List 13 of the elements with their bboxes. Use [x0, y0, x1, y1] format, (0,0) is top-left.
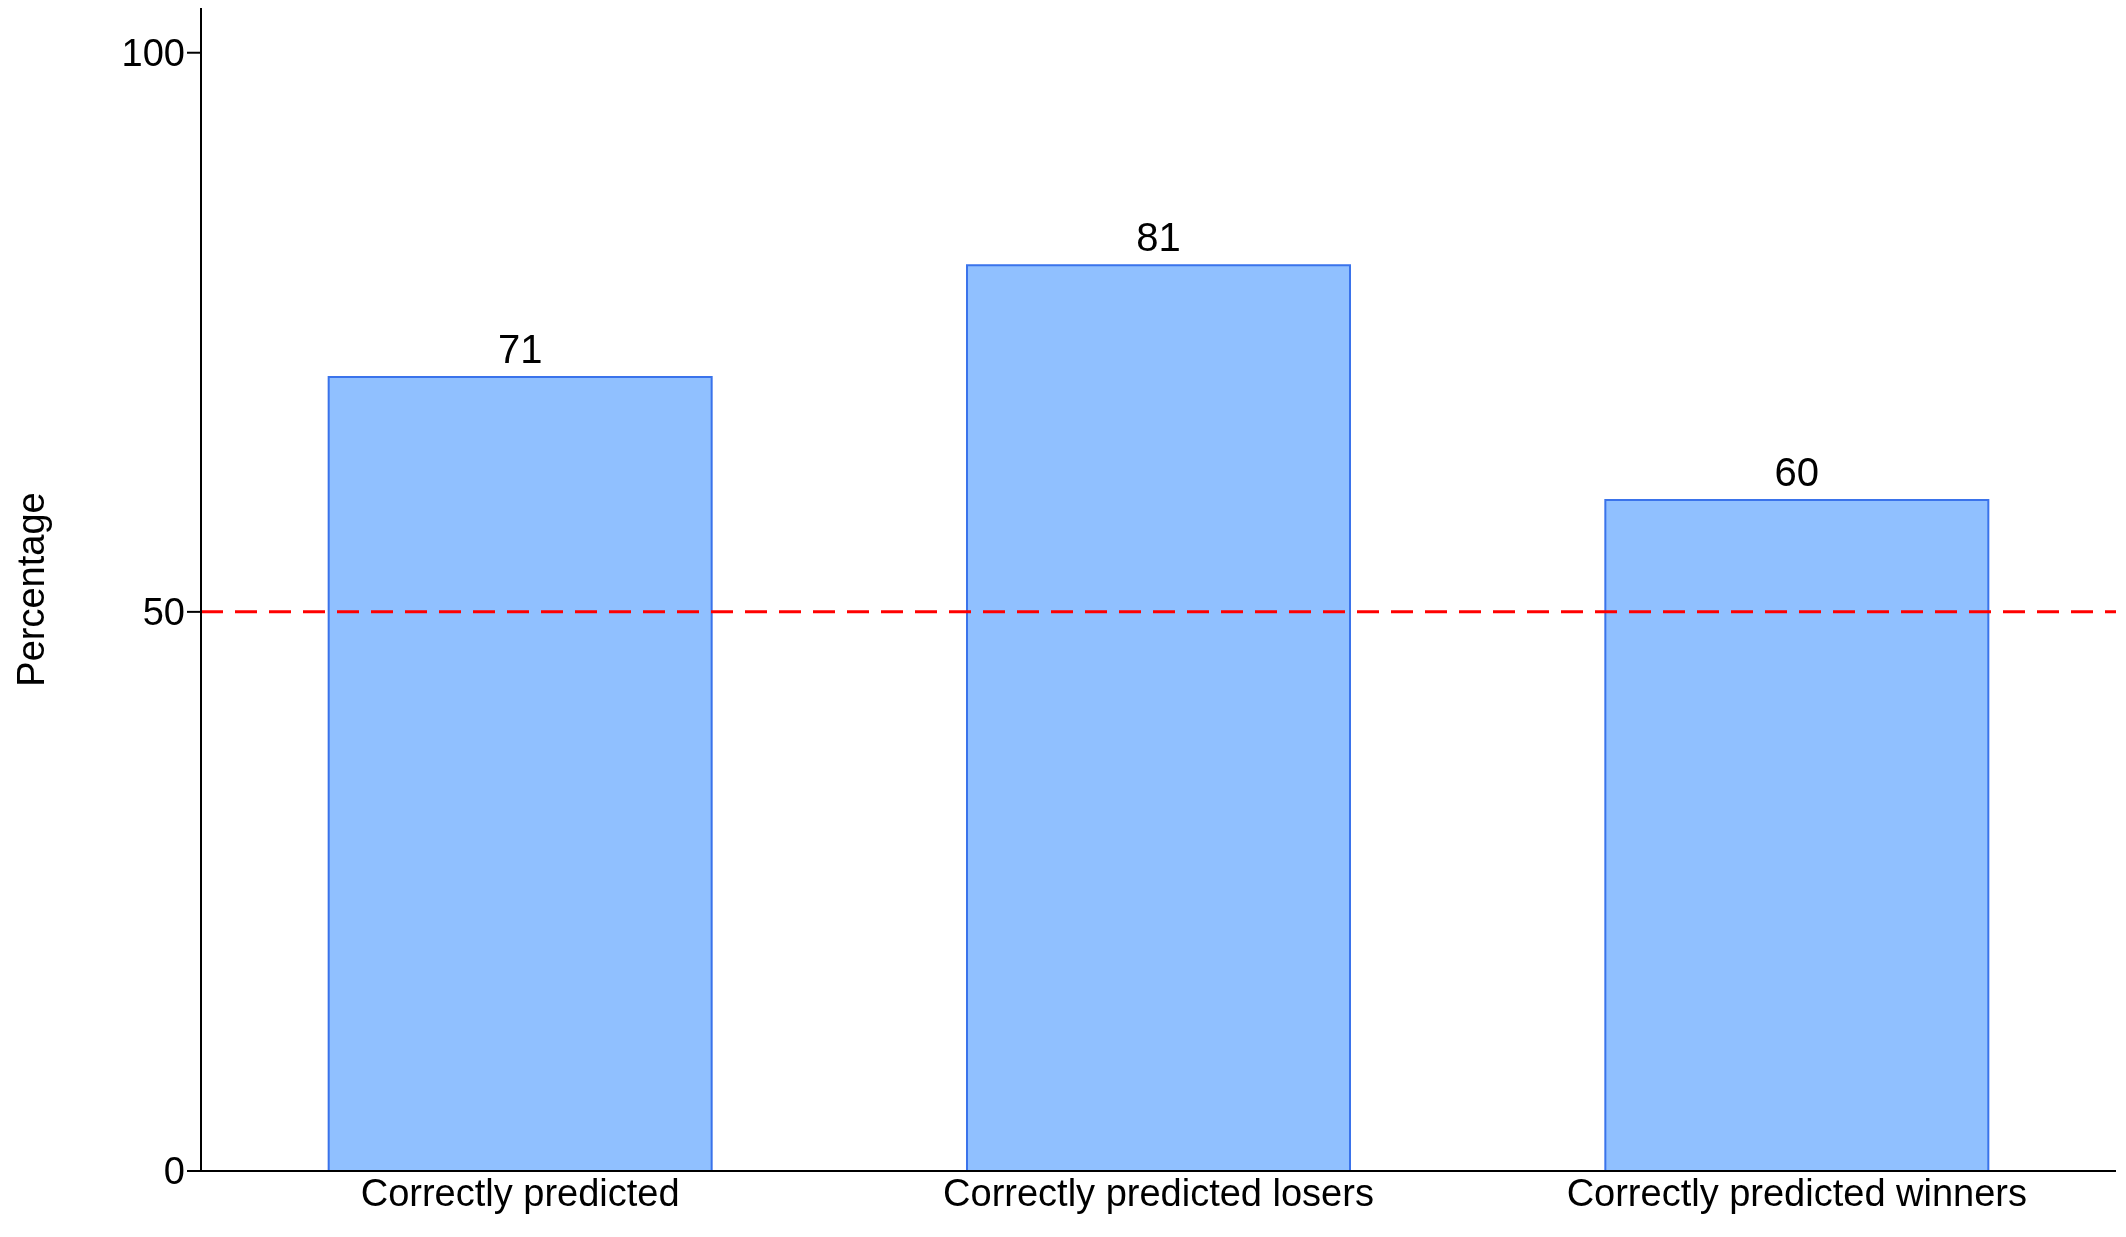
bar — [1604, 499, 1990, 1171]
y-tick-label: 100 — [121, 32, 185, 75]
y-tick-label: 50 — [142, 591, 185, 634]
x-tick-label: Correctly predicted losers — [943, 1171, 1374, 1214]
data-label: 71 — [497, 327, 543, 372]
data-label: 81 — [1136, 215, 1181, 260]
data-label: 60 — [1774, 450, 1820, 495]
bar — [327, 376, 713, 1171]
bar — [966, 264, 1351, 1171]
y-axis-title: Percentage — [10, 492, 53, 687]
x-tick-label: Correctly predicted — [360, 1171, 680, 1214]
x-tick-label: Correctly predicted winners — [1566, 1171, 2028, 1214]
y-tick-label: 0 — [163, 1150, 185, 1193]
